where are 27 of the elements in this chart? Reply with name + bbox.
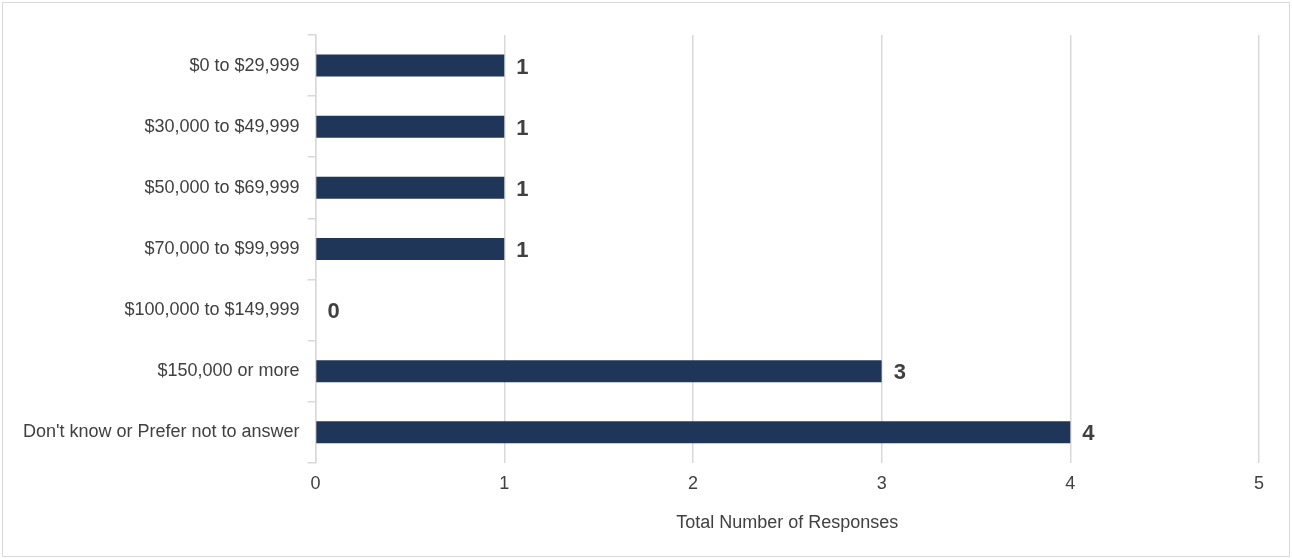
data-label: 1 <box>516 175 529 201</box>
x-axis-title: Total Number of Responses <box>676 512 899 533</box>
data-label: 4 <box>1082 420 1096 446</box>
x-tick-label: 0 <box>310 472 321 493</box>
bar <box>316 115 505 138</box>
y-tick-label: $50,000 to $69,999 <box>144 176 300 197</box>
x-tick-label: 1 <box>499 472 510 493</box>
x-tick-label: 5 <box>1253 472 1265 493</box>
bar <box>316 237 505 260</box>
data-label: 1 <box>516 53 529 79</box>
data-label: 1 <box>516 236 529 262</box>
bar <box>316 360 882 383</box>
x-tick-label: 2 <box>687 472 698 493</box>
bar <box>316 176 505 199</box>
data-label: 3 <box>893 359 906 385</box>
data-label: 1 <box>516 114 529 140</box>
y-tick-label: $30,000 to $49,999 <box>144 115 300 136</box>
bar <box>316 54 505 77</box>
y-tick-label: $70,000 to $99,999 <box>144 237 300 258</box>
x-tick-label: 4 <box>1065 472 1076 493</box>
bar <box>316 421 1071 444</box>
data-label: 0 <box>327 298 340 324</box>
y-tick-label: $100,000 to $149,999 <box>124 298 300 319</box>
y-tick-label: $150,000 or more <box>157 360 300 381</box>
y-tick-label: Don't know or Prefer not to answer <box>22 421 300 442</box>
y-tick-label: $0 to $29,999 <box>189 54 300 75</box>
x-tick-label: 3 <box>876 472 887 493</box>
